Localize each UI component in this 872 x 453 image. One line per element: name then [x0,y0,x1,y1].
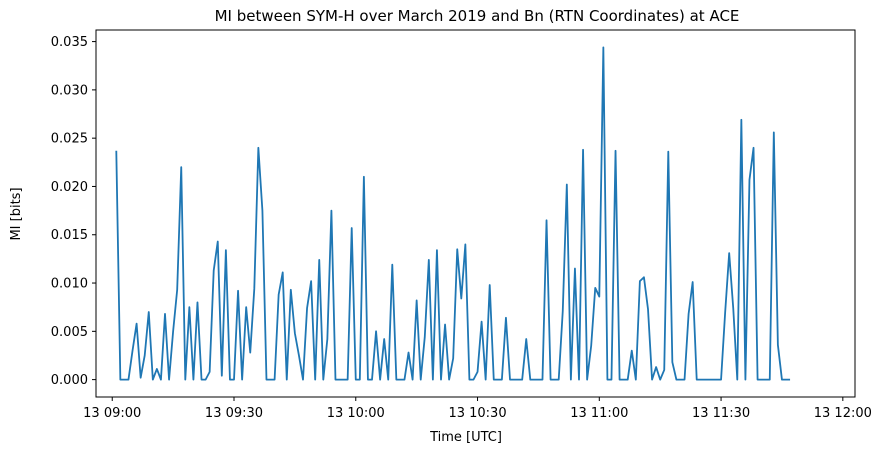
y-tick-label: 0.035 [51,35,88,50]
x-axis-ticks: 13 09:00 13 09:30 13 10:00 13 10:30 13 11:00… [83,397,872,421]
y-tick-label: 0.000 [51,373,88,388]
plot-frame [95,29,856,398]
x-tick-label: 13 09:30 [205,406,263,421]
x-tick-label: 13 11:30 [692,406,750,421]
y-tick-label: 0.020 [51,180,88,195]
x-tick-label: 13 10:00 [327,406,385,421]
x-tick-label: 13 09:00 [83,406,141,421]
y-tick-label: 0.015 [51,228,88,243]
x-tick-label: 13 12:00 [814,406,872,421]
y-tick-label: 0.005 [51,325,88,340]
plot-area [95,29,856,398]
x-tick-label: 13 11:00 [570,406,628,421]
series-line-mi [115,46,791,381]
y-tick-label: 0.030 [51,83,88,98]
y-tick-label: 0.025 [51,132,88,147]
chart-title: MI between SYM-H over March 2019 and Bn … [215,7,740,25]
y-axis-ticks: 0.000 0.005 0.010 0.015 0.020 0.025 0.030 0.035 [51,35,96,388]
y-axis-label: MI [bits] [9,187,24,240]
x-axis-label: Time [UTC] [429,430,502,445]
y-tick-label: 0.010 [51,277,88,292]
x-tick-label: 13 10:30 [448,406,506,421]
